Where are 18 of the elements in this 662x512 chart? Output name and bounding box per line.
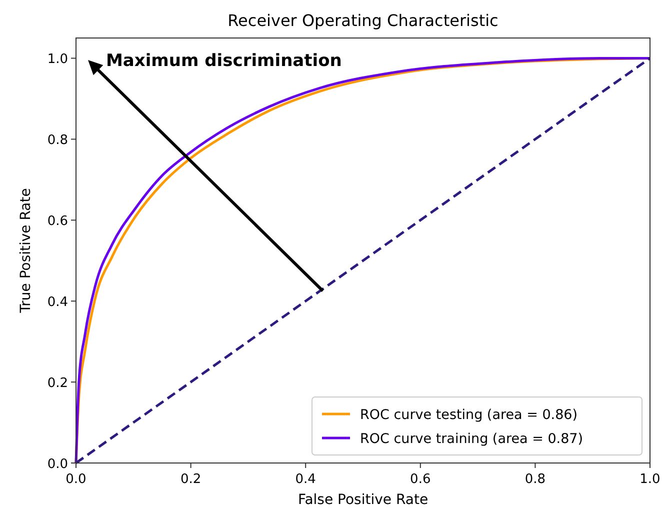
- x-tick-label: 0.8: [524, 472, 546, 487]
- legend-label: ROC curve training (area = 0.87): [360, 431, 584, 447]
- annotation: Maximum discrimination: [106, 51, 342, 71]
- y-tick-label: 0.0: [47, 457, 68, 472]
- x-tick-label: 0.6: [410, 472, 431, 487]
- y-tick-label: 0.8: [47, 133, 68, 148]
- y-tick-label: 1.0: [47, 52, 68, 68]
- x-tick-label: 0.4: [295, 472, 316, 487]
- y-axis-title: True Positive Rate: [18, 188, 34, 314]
- y-tick-label: 0.6: [47, 214, 68, 230]
- chart-title: Receiver Operating Characteristic: [228, 11, 498, 30]
- x-axis-title: False Positive Rate: [298, 492, 428, 508]
- y-tick-label: 0.4: [47, 295, 68, 310]
- y-tick-label: 0.2: [47, 376, 68, 392]
- legend-label: ROC curve testing (area = 0.86): [360, 407, 578, 423]
- x-tick-label: 0.0: [66, 472, 86, 487]
- x-tick-label: 0.2: [180, 472, 202, 487]
- x-tick-label: 1.0: [640, 472, 660, 487]
